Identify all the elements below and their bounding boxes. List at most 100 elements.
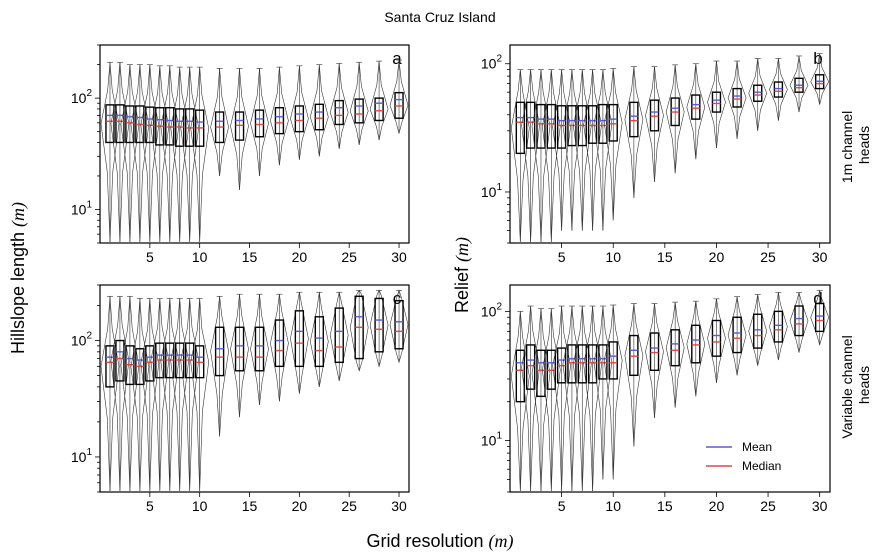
row-label-bottom-line-1: Variable channel (839, 335, 855, 438)
panel-a-y-tick-label: 101 (71, 199, 93, 217)
violin-d-10 (603, 304, 623, 480)
row-label-top-line-1: 1m channel (839, 111, 855, 183)
violin-outline (593, 69, 613, 231)
panel-c-x-tick-label: 25 (341, 498, 357, 514)
violin-box (587, 105, 598, 144)
violin-b-22 (727, 60, 747, 139)
legend: Mean Median (706, 440, 781, 473)
violin-a-8 (170, 66, 190, 243)
violin-b-6 (562, 69, 582, 231)
panel-a: a 101 102 5 10 15 20 25 30 (71, 44, 410, 265)
violin-a-24 (329, 63, 349, 149)
violin-d-16 (665, 301, 685, 408)
violin-b-18 (686, 63, 706, 160)
violin-a-28 (369, 60, 389, 141)
violin-box (234, 326, 245, 372)
violin-box (274, 107, 285, 135)
violin-box (629, 334, 639, 377)
violin-d-24 (748, 294, 768, 366)
panel-d: d 101 102 5 10 15 20 25 30 (481, 284, 831, 514)
violin-a-2 (110, 61, 130, 243)
violin-a-14 (230, 68, 249, 190)
violin-box (577, 344, 587, 384)
violin-box (525, 101, 536, 149)
left-y-axis-label-unit: (m) (8, 202, 29, 227)
panel-b-x-tick-label: 15 (657, 249, 673, 265)
violin-b-8 (583, 69, 602, 231)
violin-outline (748, 58, 768, 131)
violin-box (145, 345, 155, 382)
violin-a-20 (290, 65, 309, 160)
panel-b-x-tick-label: 25 (760, 249, 776, 265)
violin-d-7 (572, 305, 592, 492)
violin-box (115, 104, 125, 144)
row-label-top: 1m channel heads (839, 107, 872, 183)
panel-a-x-tick-label: 10 (192, 249, 208, 265)
panel-a-x-tick-label: 25 (341, 249, 357, 265)
violin-outline (572, 69, 592, 231)
violin-outline (290, 65, 309, 160)
panel-a-letter: a (392, 49, 402, 68)
panel-d-y-tick-label: 101 (481, 431, 503, 449)
violin-box (394, 299, 404, 350)
panel-c-x-tick-label: 30 (391, 498, 407, 514)
right-y-axis-label-text: Relief (452, 262, 472, 313)
violin-box (753, 84, 763, 102)
violin-b-28 (789, 55, 809, 113)
violin-box (374, 97, 384, 122)
panel-b-x-tick-label: 5 (558, 249, 566, 265)
violin-box (691, 94, 701, 120)
violin-d-30 (810, 289, 830, 346)
violin-box (649, 99, 660, 132)
panel-a-frame (99, 44, 410, 244)
violin-b-2 (521, 69, 540, 243)
panel-d-x-tick-label: 5 (558, 498, 566, 514)
violin-a-22 (309, 64, 329, 157)
violin-box (670, 329, 680, 367)
panel-c-x-tick-label: 20 (292, 498, 308, 514)
violin-c-6 (150, 298, 170, 492)
violin-outline (593, 305, 613, 480)
panel-b-x-tick-label: 30 (812, 249, 828, 265)
panel-a-y-tick-label: 102 (71, 88, 93, 106)
violin-d-22 (727, 296, 747, 376)
violin-a-4 (130, 64, 150, 243)
panel-d-x-tick-label: 20 (709, 498, 725, 514)
violin-b-12 (624, 66, 644, 198)
panel-b-x-tick-label: 10 (605, 249, 621, 265)
violin-box (374, 297, 384, 353)
violin-box (649, 332, 660, 371)
violin-box (294, 310, 305, 368)
violin-b-14 (645, 66, 664, 182)
panel-b-x-tick-label: 20 (709, 249, 725, 265)
violin-a-6 (150, 65, 170, 243)
panel-c-x-tick-label: 10 (192, 498, 208, 514)
violin-box (334, 307, 344, 364)
violin-box (536, 103, 546, 149)
violin-c-18 (270, 293, 289, 402)
right-y-axis-label: Relief (m) (452, 237, 473, 313)
violin-d-1 (510, 311, 530, 492)
violin-d-14 (645, 303, 664, 418)
violin-b-30 (810, 53, 830, 105)
violin-d-26 (769, 292, 788, 361)
violin-box (354, 98, 364, 124)
violin-outline (250, 68, 269, 177)
violin-box (515, 349, 526, 403)
violin-b-1 (510, 69, 530, 243)
violin-box (515, 101, 526, 155)
violin-box (254, 326, 265, 372)
violin-box (105, 104, 115, 144)
panel-b: b 101 102 5 10 15 20 25 30 (481, 44, 831, 265)
panel-c-y-tick-label: 102 (71, 331, 93, 349)
panel-d-x-tick-label: 10 (605, 498, 621, 514)
panel-c-y-tick-label: 101 (71, 447, 93, 465)
violin-outline (230, 68, 249, 190)
panel-a-x-tick-label: 30 (391, 249, 407, 265)
violin-box (125, 105, 135, 144)
left-y-axis-label-text: Hillslope length (8, 227, 28, 354)
violin-c-10 (190, 298, 210, 492)
violin-a-5 (140, 64, 160, 243)
violin-box (294, 105, 305, 133)
violin-a-16 (250, 68, 269, 177)
